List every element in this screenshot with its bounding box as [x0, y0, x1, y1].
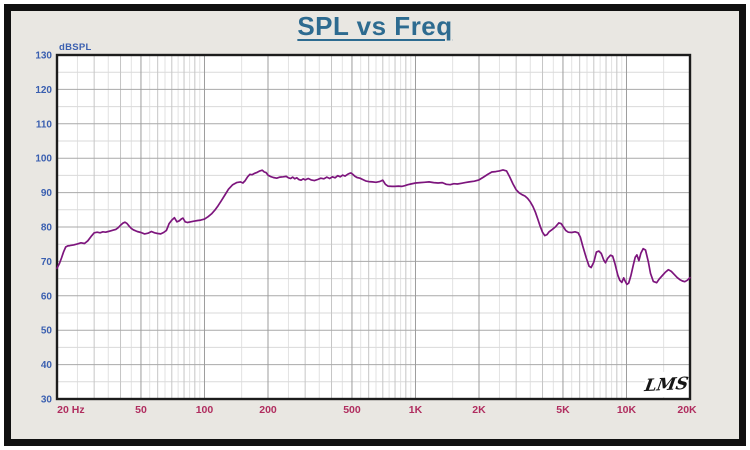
x-tick-label: 2K [472, 404, 486, 416]
y-tick-label: 60 [41, 291, 53, 302]
x-tick-label: 200 [259, 404, 277, 416]
y-tick-label: 50 [41, 326, 53, 337]
y-tick-label: 90 [41, 188, 53, 199]
x-tick-label: 20 [57, 404, 69, 416]
y-tick-label: 70 [41, 257, 53, 268]
x-axis-unit-label: Hz [72, 404, 85, 416]
lms-watermark-text: LMS [643, 373, 690, 396]
spl-curve [56, 169, 691, 286]
y-tick-label: 130 [35, 51, 52, 62]
x-tick-label: 20K [677, 404, 697, 416]
y-tick-label: 80 [41, 223, 53, 234]
chart-title: SPL vs Freq [297, 11, 453, 41]
x-tick-label: 10K [617, 404, 637, 416]
lms-watermark-box: LMS [643, 372, 690, 397]
x-tick-label: 50 [135, 404, 147, 416]
y-axis-unit-label: dBSPL [59, 42, 92, 53]
x-tick-label: 500 [343, 404, 361, 416]
plot-border [55, 53, 692, 401]
y-tick-label: 100 [35, 154, 52, 165]
x-tick-label: 5K [556, 404, 570, 416]
x-tick-label: 1K [409, 404, 423, 416]
y-tick-label: 30 [41, 395, 53, 406]
y-tick-label: 120 [35, 85, 52, 96]
x-tick-label: 100 [196, 404, 214, 416]
y-tick-label: 40 [41, 360, 53, 371]
y-tick-label: 110 [36, 119, 53, 130]
